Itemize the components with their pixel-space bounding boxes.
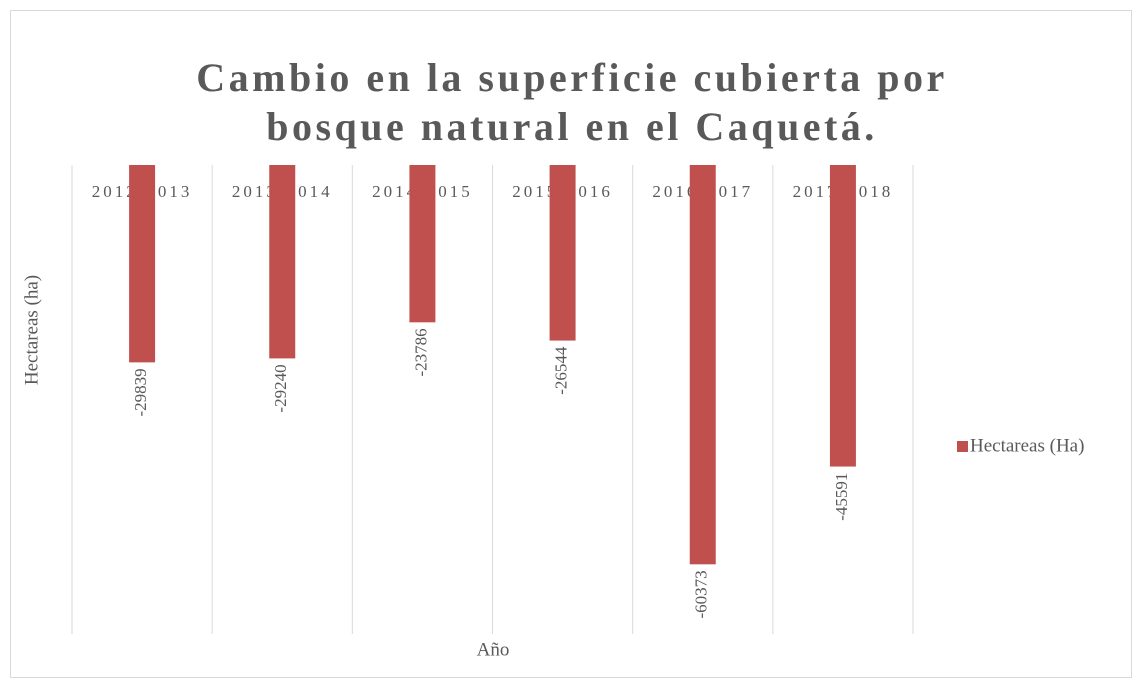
data-label: -60373	[692, 570, 711, 618]
bar	[269, 165, 296, 359]
chart-title: Cambio en la superficie cubierta por	[196, 55, 948, 100]
legend-swatch	[957, 441, 968, 452]
bar	[409, 165, 436, 323]
data-label: -29839	[131, 368, 150, 416]
chart-title: bosque natural en el Caquetá.	[266, 104, 878, 149]
data-label: -23786	[411, 328, 430, 376]
bar	[829, 165, 856, 467]
x-axis-label: Año	[477, 639, 510, 660]
data-label: -29240	[271, 364, 290, 412]
bar	[549, 165, 576, 341]
data-label: -45591	[832, 473, 851, 521]
y-axis-label: Hectareas (ha)	[21, 275, 42, 385]
bar	[689, 165, 716, 565]
bar	[129, 165, 156, 363]
chart-border	[10, 10, 1132, 678]
legend-label: Hectareas (Ha)	[970, 435, 1084, 456]
data-label: -26544	[551, 346, 570, 395]
